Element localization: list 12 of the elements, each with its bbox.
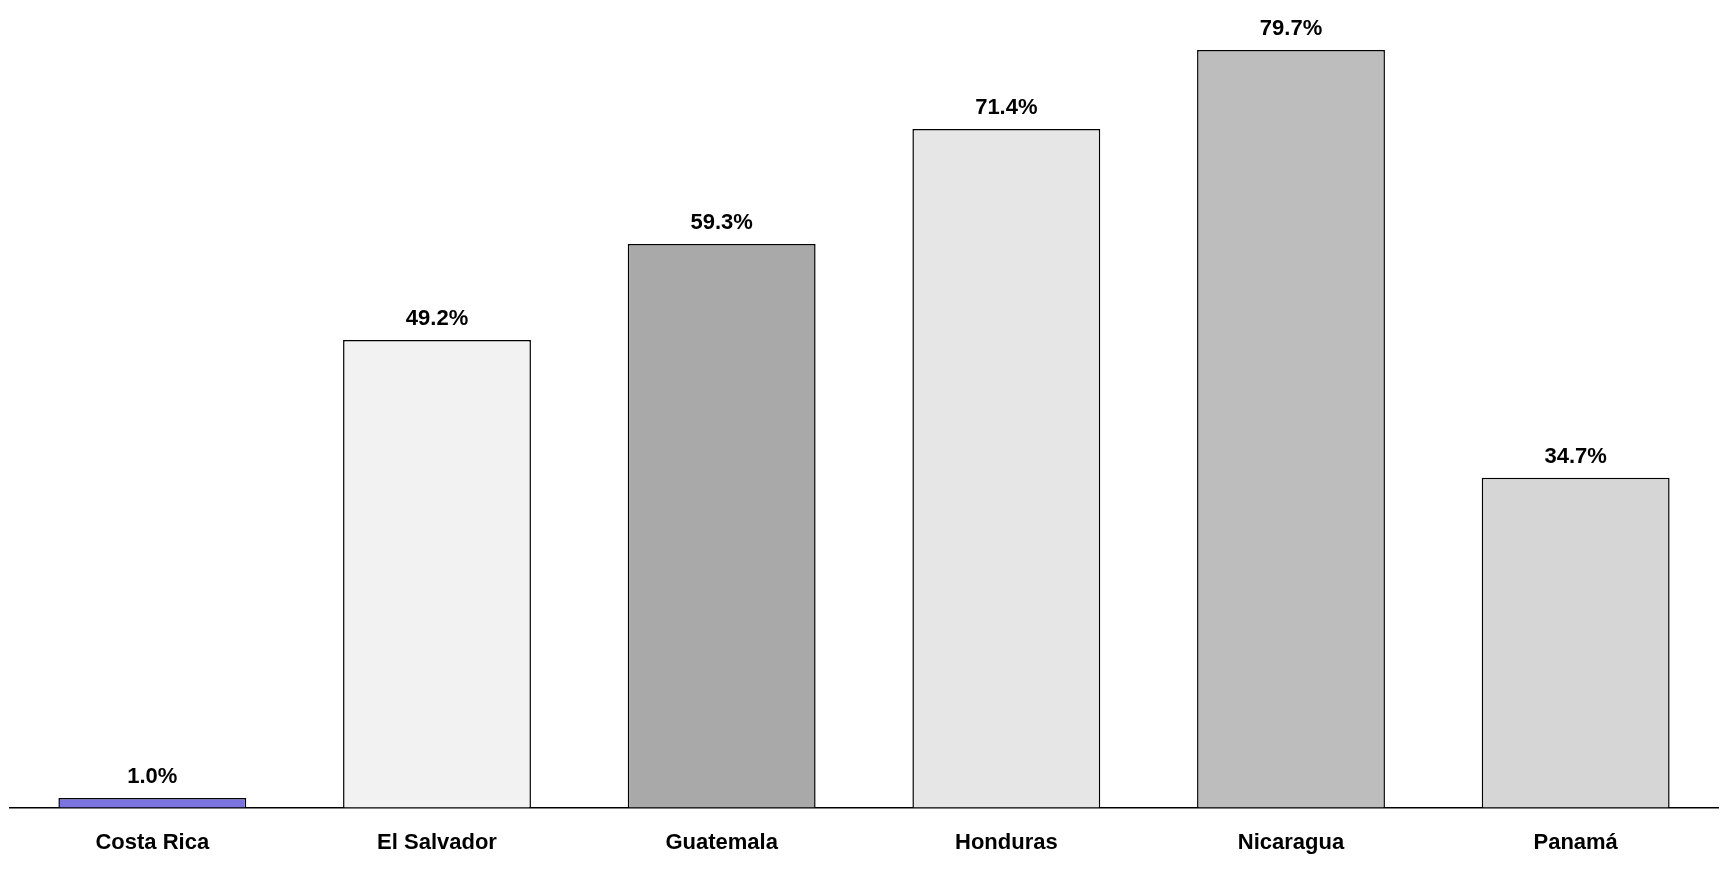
data-label: 79.7% <box>1259 15 1323 41</box>
data-label: 1.0% <box>127 763 178 789</box>
x-tick-label: Guatemala <box>665 828 779 854</box>
data-label: 34.7% <box>1544 442 1607 468</box>
x-tick-label: Costa Rica <box>95 828 210 854</box>
x-tick-label: El Salvador <box>377 828 498 854</box>
data-label: 59.3% <box>690 208 753 234</box>
data-label: 71.4% <box>975 93 1038 119</box>
x-tick-label: Panamá <box>1533 828 1619 854</box>
x-tick-label: Nicaragua <box>1237 828 1345 854</box>
data-label: 49.2% <box>405 304 469 330</box>
x-tick-label: Honduras <box>954 828 1058 854</box>
